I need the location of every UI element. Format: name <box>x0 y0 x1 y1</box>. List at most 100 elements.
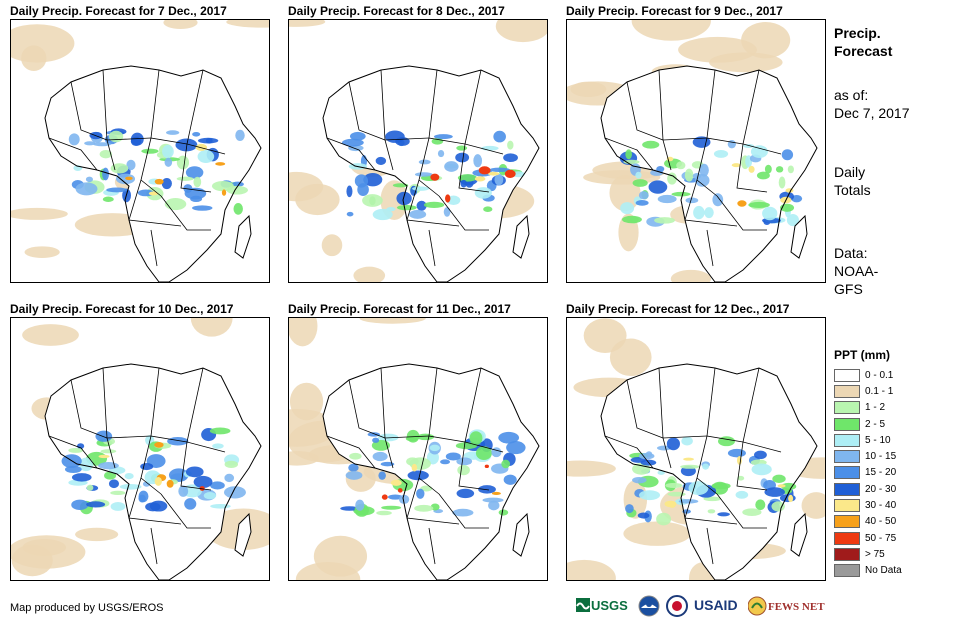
sidebar-totals: Daily Totals <box>834 163 871 199</box>
rain-cell <box>341 138 364 147</box>
light-rain-area <box>75 527 119 542</box>
rain-cell <box>638 191 649 200</box>
rain-cell <box>145 502 161 512</box>
rain-cell <box>423 201 445 209</box>
rain-cell <box>414 172 433 177</box>
rain-cell <box>456 145 468 151</box>
rain-cell <box>429 444 441 452</box>
rain-cell <box>693 205 705 220</box>
rain-cell <box>372 437 380 443</box>
rain-cell <box>416 200 427 211</box>
country-border <box>70 81 108 141</box>
rain-cell <box>380 461 395 467</box>
light-rain-area <box>609 175 641 212</box>
rain-cell <box>119 483 142 490</box>
rain-cell <box>657 470 665 475</box>
rain-cell <box>494 173 504 186</box>
legend-swatch <box>834 466 860 480</box>
rain-cell <box>210 481 225 490</box>
rain-cell <box>713 149 729 158</box>
rain-cell <box>667 491 686 497</box>
legend-swatch <box>834 515 860 529</box>
madagascar-island <box>234 512 252 557</box>
legend-label: 30 - 40 <box>865 500 897 512</box>
rain-cell <box>503 474 517 485</box>
rain-cell <box>71 499 89 511</box>
rain-cell <box>711 482 731 490</box>
rain-cell <box>750 145 768 159</box>
country-border <box>70 379 108 439</box>
light-rain-area <box>567 559 616 580</box>
heavy-rain-cell <box>491 491 501 496</box>
heavy-rain-cell <box>98 454 110 459</box>
coastline <box>322 363 540 580</box>
rain-cell <box>395 136 410 146</box>
rain-cell <box>223 486 246 499</box>
country-border <box>106 437 116 469</box>
legend-item: No Data <box>834 563 902 579</box>
rain-cell <box>632 463 651 475</box>
country-border <box>348 81 386 141</box>
heavy-rain-cell <box>381 494 388 500</box>
legend-label: 50 - 75 <box>865 532 897 544</box>
country-border <box>48 435 98 469</box>
data-line-3: GFS <box>834 281 863 297</box>
legend-label: 0.1 - 1 <box>865 385 894 397</box>
rain-cell <box>772 474 786 483</box>
legend-label: 0 - 0.1 <box>865 369 894 381</box>
rain-cell <box>375 156 387 165</box>
heavy-rain-cell <box>504 169 516 178</box>
rain-cell <box>639 490 661 501</box>
svg-text:USGS: USGS <box>591 598 628 613</box>
heavy-rain-cell <box>737 200 747 207</box>
country-border <box>428 229 436 267</box>
country-border <box>106 139 116 171</box>
rain-cell <box>503 153 518 163</box>
rain-cell <box>86 484 94 491</box>
light-rain-area <box>190 318 233 337</box>
legend-item: > 75 <box>834 546 902 562</box>
legend-label: 2 - 5 <box>865 418 886 430</box>
rain-cell <box>704 207 714 219</box>
rain-cell <box>412 186 429 191</box>
heavy-rain-cell <box>221 189 227 196</box>
light-rain-area <box>24 246 60 258</box>
madagascar-island <box>512 214 530 259</box>
rain-cell <box>414 504 434 512</box>
rain-cell <box>437 149 445 158</box>
legend-swatch <box>834 499 860 513</box>
rain-cell <box>98 461 119 470</box>
madagascar-island <box>790 512 808 557</box>
precip-map <box>566 317 826 581</box>
heavy-rain-cell <box>166 479 174 488</box>
heavy-rain-cell <box>683 457 695 461</box>
rain-cell <box>489 167 510 172</box>
rain-cell <box>771 501 785 512</box>
rain-cell <box>420 485 433 492</box>
rain-cell <box>184 498 197 510</box>
country-border <box>438 195 489 231</box>
rain-cell <box>349 131 366 141</box>
rain-cell <box>688 481 709 495</box>
rain-cell <box>68 133 80 146</box>
country-border <box>458 143 490 193</box>
rain-cell <box>755 499 766 511</box>
rain-cell <box>99 150 113 159</box>
rain-cell <box>681 436 693 446</box>
rain-cell <box>444 161 459 172</box>
heavy-rain-cell <box>390 479 402 486</box>
rain-cell <box>110 163 129 174</box>
rain-cell <box>475 446 492 460</box>
rain-cell <box>106 187 128 193</box>
coastline <box>322 65 540 282</box>
rain-cell <box>387 494 403 500</box>
rain-cell <box>110 502 126 511</box>
country-border <box>626 379 664 439</box>
rain-cell <box>671 191 691 197</box>
rain-cell <box>178 485 189 497</box>
rain-cell <box>703 496 722 502</box>
rain-cell <box>635 200 649 206</box>
legend-label: 40 - 50 <box>865 516 897 528</box>
legend-swatch <box>834 401 860 415</box>
rain-cell <box>638 452 655 460</box>
